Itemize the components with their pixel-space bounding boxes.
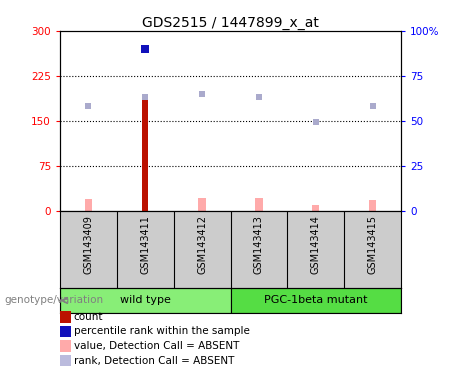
Bar	[60, 288, 230, 313]
Text: value, Detection Call = ABSENT: value, Detection Call = ABSENT	[74, 341, 239, 351]
Text: GSM143409: GSM143409	[83, 215, 94, 274]
Text: rank, Detection Call = ABSENT: rank, Detection Call = ABSENT	[74, 356, 234, 366]
Text: wild type: wild type	[120, 295, 171, 306]
Text: GSM143414: GSM143414	[311, 215, 321, 274]
Bar	[369, 200, 376, 211]
Text: genotype/variation: genotype/variation	[5, 295, 104, 306]
Text: percentile rank within the sample: percentile rank within the sample	[74, 326, 250, 336]
Title: GDS2515 / 1447899_x_at: GDS2515 / 1447899_x_at	[142, 16, 319, 30]
Bar	[312, 205, 319, 211]
Text: GSM143413: GSM143413	[254, 215, 264, 274]
Text: GSM143415: GSM143415	[367, 215, 378, 274]
Text: count: count	[74, 312, 103, 322]
Bar	[142, 97, 148, 211]
Bar	[255, 198, 263, 211]
Bar	[198, 198, 206, 211]
Bar	[85, 199, 92, 211]
Text: PGC-1beta mutant: PGC-1beta mutant	[264, 295, 367, 306]
Bar	[230, 288, 401, 313]
Text: GSM143411: GSM143411	[140, 215, 150, 274]
Text: GSM143412: GSM143412	[197, 215, 207, 274]
